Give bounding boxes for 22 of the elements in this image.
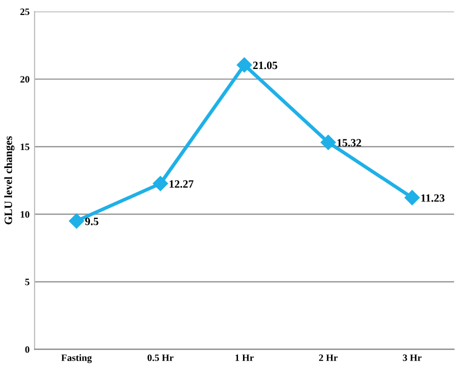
data-label: 12.27 [170, 180, 194, 188]
x-tick-label: 3 Hr [402, 354, 422, 362]
y-tick-label: 20 [20, 76, 30, 83]
data-label: 9.5 [85, 218, 98, 226]
x-tick-label: Fasting [61, 354, 92, 364]
x-tick-label: 0.5 Hr [148, 354, 174, 362]
y-tick-label: 25 [20, 8, 30, 16]
y-tick-label: 15 [20, 144, 30, 150]
x-tick-label: 1 Hr [236, 354, 254, 361]
y-tick-label: 10 [20, 211, 30, 218]
y-tick-label: 5 [25, 278, 30, 286]
point [320, 134, 336, 150]
y-tick-label: 0 [25, 346, 30, 353]
y-axis-title: GLU level changes [4, 136, 14, 224]
point [404, 190, 420, 206]
data-label: 15.32 [337, 139, 362, 147]
point [236, 57, 252, 73]
point [152, 176, 168, 192]
x-tick-label: 2 Hr [319, 354, 338, 361]
data-label: 21.05 [253, 62, 278, 70]
data-label: 11.23 [421, 194, 444, 202]
point [68, 213, 84, 229]
